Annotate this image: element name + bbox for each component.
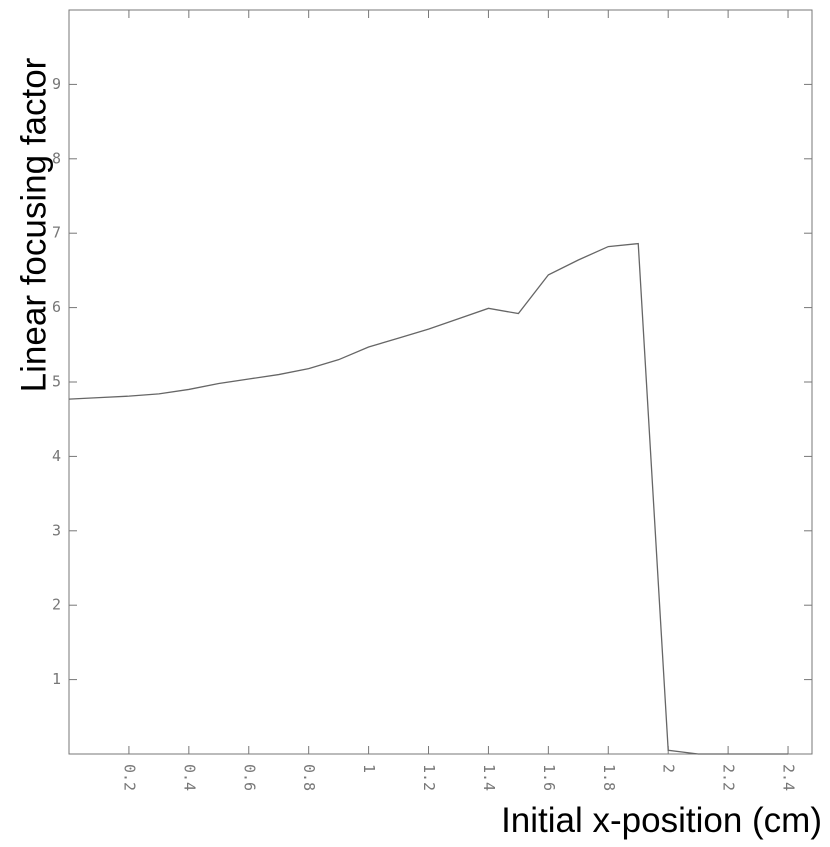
y-tick-label: 2 [52,596,61,614]
y-tick-label: 1 [52,670,61,688]
y-tick-label: 4 [52,447,61,465]
y-tick-label: 8 [52,149,61,167]
x-tick-label: 1 [360,764,378,773]
x-tick-label: 1.4 [480,764,498,791]
y-tick-label: 7 [52,224,61,242]
y-axis-title: Linear focusing factor [14,57,53,392]
x-tick-label: 0.4 [180,764,198,791]
y-tick-label: 5 [52,373,61,391]
x-tick-label: 0.2 [120,764,138,791]
y-tick-label: 6 [52,298,61,316]
y-tick-label: 9 [52,75,61,93]
x-tick-label: 1.6 [540,764,558,791]
data-line [68,242,789,755]
x-tick-label: 0.8 [300,764,318,791]
x-tick-label: 2.2 [720,764,738,791]
x-tick-label: 2 [660,764,678,773]
y-tick-label: 3 [52,521,61,539]
x-tick-label: 1.8 [600,764,618,791]
x-tick-label: 1.2 [420,764,438,791]
x-tick-label: 2.4 [780,764,798,791]
plot-frame [68,9,813,755]
x-axis-title: Initial x-position (cm) [501,801,822,840]
x-tick-label: 0.6 [240,764,258,791]
